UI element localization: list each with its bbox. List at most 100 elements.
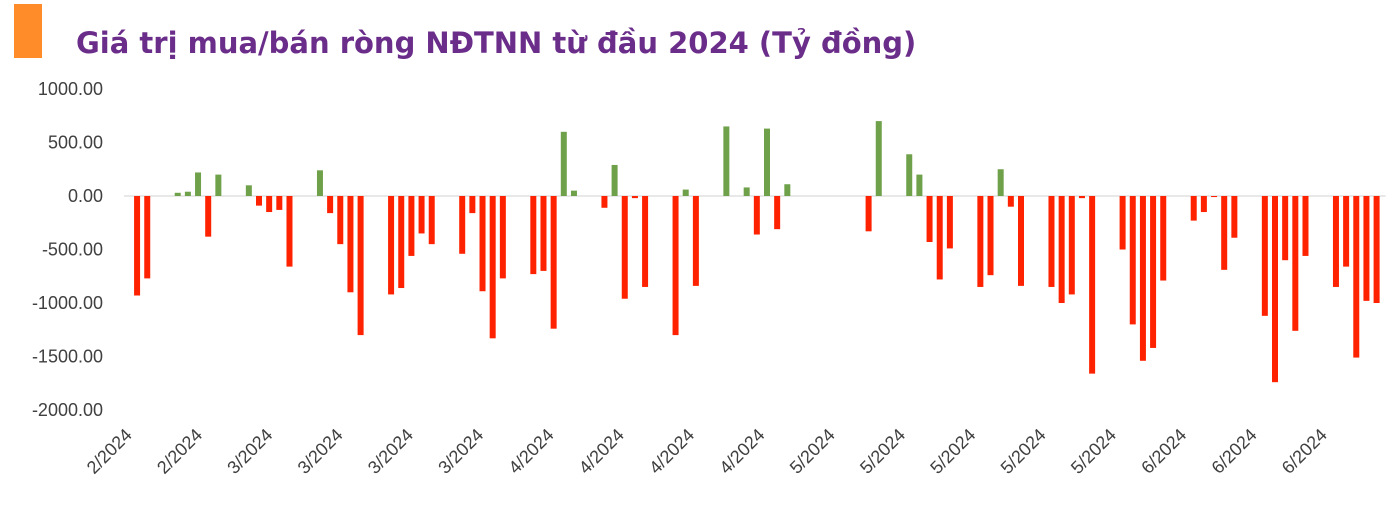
bar — [144, 196, 151, 279]
y-tick-label: 1000.00 — [38, 79, 103, 99]
bar — [1211, 196, 1218, 198]
bar — [1058, 196, 1065, 303]
bar — [245, 185, 252, 196]
y-tick-label: 500.00 — [48, 133, 103, 153]
bar — [560, 131, 567, 196]
x-tick-label: 4/2024 — [715, 425, 768, 478]
bar — [977, 196, 984, 287]
x-tick-label: 6/2024 — [1137, 425, 1190, 478]
bar — [1261, 196, 1268, 316]
x-tick-label: 3/2024 — [223, 425, 276, 478]
bar — [621, 196, 628, 299]
x-tick-label: 5/2024 — [997, 425, 1050, 478]
bar — [418, 196, 425, 234]
bar — [184, 191, 191, 196]
bar — [1139, 196, 1146, 361]
bar — [1292, 196, 1299, 331]
bar — [1231, 196, 1238, 238]
bar — [682, 189, 689, 196]
bar — [134, 196, 141, 296]
chart-title: Giá trị mua/bán ròng NĐTNN từ đầu 2024 (… — [76, 26, 917, 60]
bar — [1018, 196, 1024, 286]
x-tick-label: 4/2024 — [645, 425, 698, 478]
x-tick-label: 6/2024 — [1208, 425, 1261, 478]
bar — [266, 196, 273, 213]
bar — [316, 170, 323, 196]
x-tick-label: 4/2024 — [505, 425, 558, 478]
bar — [601, 196, 608, 208]
bar — [875, 121, 882, 196]
bar — [1078, 196, 1085, 199]
y-tick-label: -1000.00 — [32, 293, 103, 313]
bar — [642, 196, 649, 287]
bar — [357, 196, 364, 336]
x-tick-label: 6/2024 — [1278, 425, 1331, 478]
bar — [784, 184, 791, 196]
bar — [1353, 196, 1360, 358]
bar — [743, 187, 750, 196]
bar — [256, 196, 262, 206]
y-tick-label: 0.00 — [68, 186, 103, 206]
bar — [916, 174, 923, 196]
bar — [631, 196, 638, 199]
bar — [753, 196, 760, 235]
bar — [398, 196, 405, 289]
bar — [946, 196, 953, 249]
bar — [1363, 196, 1370, 301]
bar — [1119, 196, 1126, 250]
bar-series — [134, 121, 1380, 383]
bar — [570, 190, 577, 196]
bar — [723, 126, 730, 196]
x-tick-label: 2/2024 — [153, 425, 206, 478]
x-tick-label: 4/2024 — [575, 425, 628, 478]
x-tick-label: 2/2024 — [83, 425, 136, 478]
bar — [1332, 196, 1339, 287]
title-accent-bar — [14, 4, 42, 58]
x-tick-label: 5/2024 — [856, 425, 909, 478]
bar — [1089, 196, 1096, 374]
bar — [865, 196, 872, 232]
bar — [1129, 196, 1136, 325]
bar — [499, 196, 506, 279]
bar — [489, 196, 496, 339]
bar — [1373, 196, 1380, 303]
bar — [459, 196, 466, 254]
y-tick-label: -2000.00 — [32, 400, 103, 420]
x-tick-label: 5/2024 — [1067, 425, 1120, 478]
bar — [1007, 196, 1014, 207]
bar — [611, 164, 618, 196]
bar — [692, 196, 699, 286]
bar — [469, 196, 476, 214]
bar — [987, 196, 994, 276]
bar — [408, 196, 415, 256]
y-tick-label: -500.00 — [42, 240, 103, 260]
bar — [530, 196, 537, 275]
bar — [936, 196, 943, 280]
bar — [286, 196, 293, 267]
bar — [1200, 196, 1207, 213]
bar — [1160, 196, 1167, 281]
bar — [764, 128, 770, 196]
bar — [195, 172, 202, 196]
bar — [550, 196, 557, 329]
bar — [327, 196, 334, 214]
bar — [926, 196, 933, 243]
bar — [347, 196, 354, 293]
x-axis: 2/2024 2/2024 3/2024 3/2024 3/2024 3/2024 4/20… — [83, 425, 1331, 478]
bar — [1272, 196, 1278, 383]
bar — [1068, 196, 1075, 295]
bar — [1302, 196, 1309, 256]
bar — [479, 196, 486, 292]
bar — [1343, 196, 1350, 267]
bar — [906, 154, 913, 196]
bar — [1150, 196, 1157, 348]
bar — [774, 196, 781, 230]
x-tick-label: 3/2024 — [294, 425, 347, 478]
x-tick-label: 3/2024 — [364, 425, 417, 478]
y-axis: 1000.00 500.00 0.00 -500.00 -1000.00 -1500.00… — [32, 79, 103, 420]
bar — [672, 196, 679, 336]
bar — [388, 196, 395, 295]
bar — [276, 196, 283, 210]
bar — [205, 196, 212, 237]
